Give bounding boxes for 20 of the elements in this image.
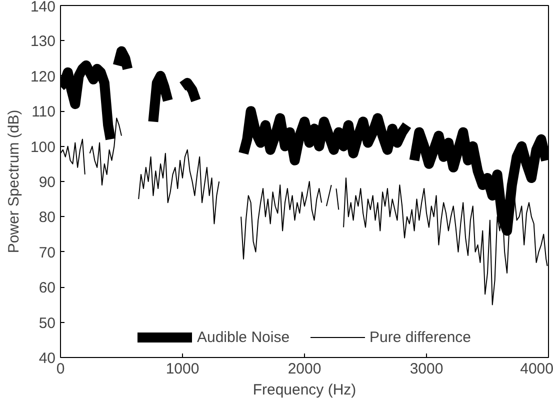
y-tick-label: 50	[38, 314, 56, 332]
y-tick-label: 130	[30, 33, 56, 50]
y-tick-label: 80	[38, 209, 56, 226]
y-tick-label: 70	[38, 244, 56, 262]
x-tick-label: 2000	[288, 360, 322, 378]
x-tick-label: 4000	[520, 360, 553, 378]
x-axis-title: Frequency (Hz)	[252, 382, 356, 398]
y-tick-label: 140	[30, 0, 56, 16]
x-tick-label: 0	[56, 360, 65, 378]
y-tick-label: 110	[32, 104, 56, 121]
y-tick-label: 90	[38, 174, 56, 191]
y-axis-title: Power Spectrum (dB)	[5, 110, 22, 254]
y-tick-label: 40	[38, 350, 56, 367]
x-tick-label: 1000	[166, 360, 200, 378]
legend-label: Audible Noise	[196, 328, 290, 346]
y-tick-label: 100	[30, 138, 56, 156]
x-tick-label: 3000	[410, 360, 444, 378]
y-tick-label: 120	[30, 68, 56, 86]
y-tick-label: 60	[38, 280, 56, 297]
legend-label: Pure difference	[370, 328, 472, 346]
